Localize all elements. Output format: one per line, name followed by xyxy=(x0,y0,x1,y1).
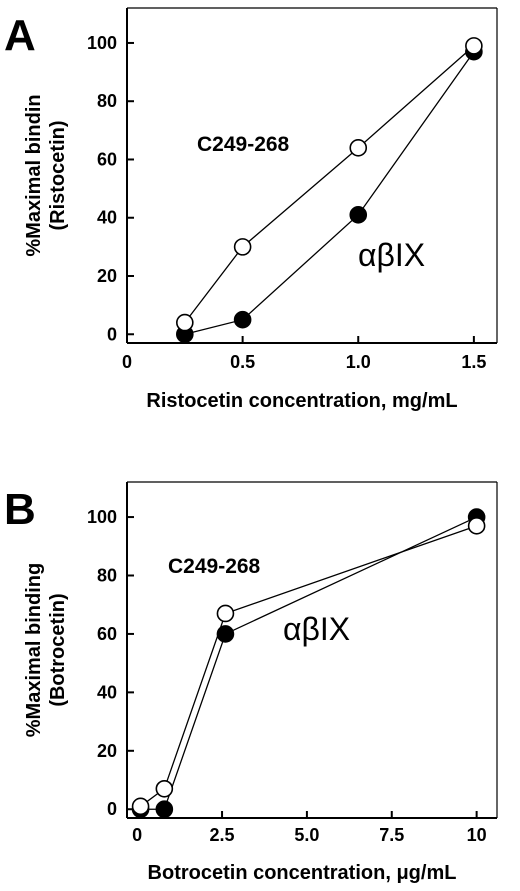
data-point-filled xyxy=(233,310,252,329)
data-point-filled xyxy=(216,625,235,643)
data-point-open xyxy=(233,238,252,256)
y-tick-label: 80 xyxy=(97,91,117,111)
series-label: αβIX xyxy=(358,237,425,273)
y-axis-title: %Maximal binding xyxy=(23,563,45,737)
y-tick-label: 60 xyxy=(97,149,117,169)
y-tick-label: 0 xyxy=(107,799,117,819)
x-tick-label: 0 xyxy=(122,352,132,372)
x-tick-label: 5.0 xyxy=(294,825,319,845)
x-tick-label: 1.0 xyxy=(346,352,371,372)
y-axis-subtitle: (Ristocetin) xyxy=(47,121,69,231)
series-label: C249-268 xyxy=(197,133,290,156)
data-point-open xyxy=(216,604,235,623)
y-tick-label: 100 xyxy=(87,33,117,53)
series-label: αβIX xyxy=(283,611,350,647)
x-tick-label: 7.5 xyxy=(379,825,404,845)
series-label: C249-268 xyxy=(168,555,261,578)
panel-b: B 0 20 40 60 80 100 0 2.5 5.0 7.5 10 Botrocetin conc… xyxy=(4,481,498,884)
x-tick-label: 1.5 xyxy=(461,352,486,372)
x-axis-title: Botrocetin concentration, μg/mL xyxy=(148,862,457,884)
x-tick-label: 0 xyxy=(132,825,142,845)
y-axis-subtitle: (Botrocetin) xyxy=(47,593,69,706)
y-tick-label: 40 xyxy=(97,682,117,702)
y-tick-label: 0 xyxy=(107,324,117,344)
y-tick-label: 100 xyxy=(87,507,117,527)
x-axis-title: Ristocetin concentration, mg/mL xyxy=(146,390,457,412)
panel-letter: A xyxy=(4,11,36,60)
data-point-open xyxy=(349,139,368,157)
data-point-open xyxy=(467,517,486,535)
data-point-filled xyxy=(349,206,368,224)
series-line xyxy=(184,51,475,335)
x-tick-label: 10 xyxy=(467,825,487,845)
data-point-open xyxy=(131,797,150,816)
series-line xyxy=(140,516,477,810)
x-tick-label: 0.5 xyxy=(230,352,255,372)
series-line xyxy=(184,45,475,324)
y-tick-label: 60 xyxy=(97,624,117,644)
y-tick-label: 20 xyxy=(97,741,117,761)
x-tick-label: 2.5 xyxy=(210,825,235,845)
data-point-open xyxy=(155,779,174,798)
panel-letter: B xyxy=(4,485,36,534)
data-point-open xyxy=(176,313,194,332)
y-tick-label: 80 xyxy=(97,565,117,585)
data-point-filled xyxy=(155,800,174,819)
data-point-open xyxy=(465,37,483,55)
y-axis-title: %Maximal bindin xyxy=(23,94,45,256)
y-tick-label: 40 xyxy=(97,208,117,228)
y-tick-label: 20 xyxy=(97,266,117,286)
series-line xyxy=(140,525,477,807)
